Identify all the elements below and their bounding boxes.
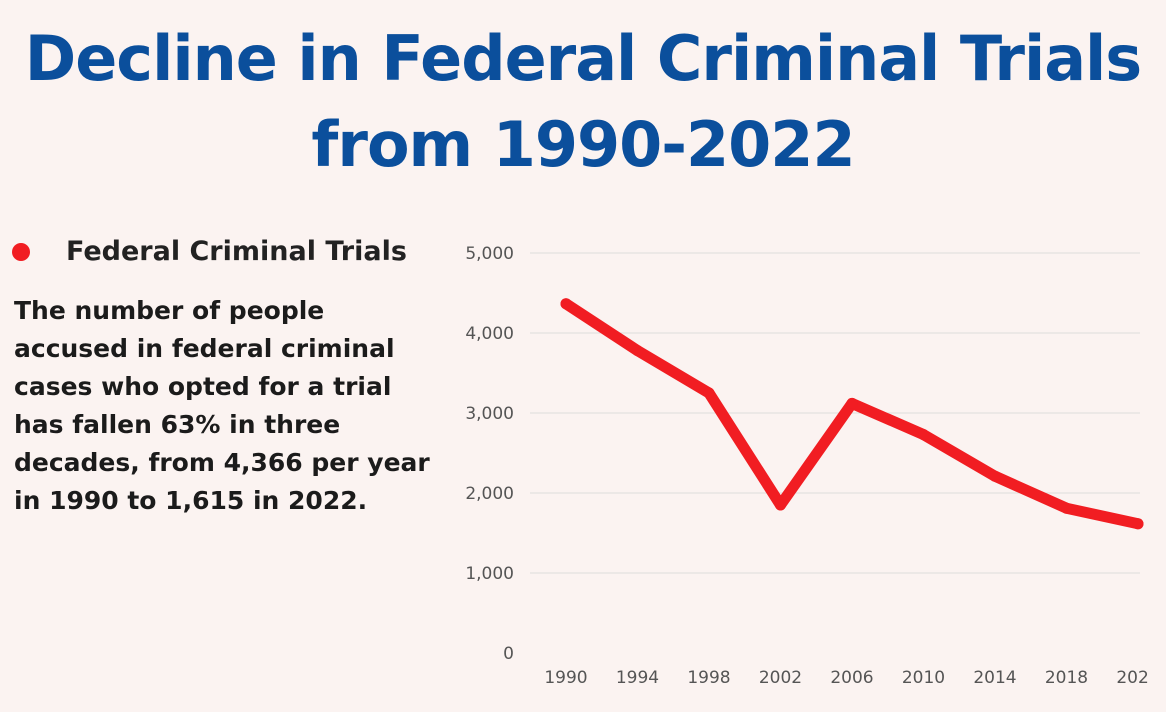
series-layer xyxy=(560,298,1144,530)
y-tick-label: 5,000 xyxy=(465,244,514,264)
y-tick-label: 2,000 xyxy=(465,484,514,504)
data-point xyxy=(989,470,1001,482)
x-tick-label: 2006 xyxy=(830,668,873,688)
y-tick-label: 4,000 xyxy=(465,324,514,344)
x-tick-label: 2002 xyxy=(759,668,802,688)
legend-label: Federal Criminal Trials xyxy=(66,236,407,267)
x-tick-label: 2018 xyxy=(1045,668,1088,688)
chart-legend: Federal Criminal Trials xyxy=(12,236,407,267)
y-tick-label: 0 xyxy=(503,644,514,664)
y-tick-label: 3,000 xyxy=(465,404,514,424)
x-axis-ticks: 1990 1994 1998 2002 2006 2010 2014 2018 2022 xyxy=(544,668,1150,688)
series-line xyxy=(560,298,1144,530)
chart-title-line-2: from 1990-2022 xyxy=(311,108,855,181)
x-tick-label: 1990 xyxy=(544,668,587,688)
grid-lines xyxy=(530,252,1140,574)
x-tick-label: 2014 xyxy=(973,668,1016,688)
data-point xyxy=(1061,502,1072,514)
y-axis-ticks: 0 1,000 2,000 3,000 4,000 5,000 xyxy=(465,244,514,664)
chart-title-line-1: Decline in Federal Criminal Trials xyxy=(24,22,1142,95)
y-tick-label: 1,000 xyxy=(465,564,514,584)
x-tick-label: 2022 xyxy=(1116,668,1150,688)
data-point xyxy=(560,298,572,310)
legend-marker xyxy=(12,242,30,261)
line-chart: 0 1,000 2,000 3,000 4,000 5,000 1990 1994 1998 2… xyxy=(465,244,1150,688)
chart-title: Decline in Federal Criminal Trials from … xyxy=(0,16,1166,188)
data-point xyxy=(846,397,858,409)
data-point xyxy=(703,387,715,399)
x-tick-label: 1994 xyxy=(616,668,659,688)
x-tick-label: 1998 xyxy=(687,668,730,688)
data-point xyxy=(918,429,929,441)
description-text: The number of people accused in federal … xyxy=(14,296,430,515)
data-point xyxy=(775,499,786,511)
data-point xyxy=(632,345,643,357)
x-tick-label: 2010 xyxy=(902,668,945,688)
data-point xyxy=(1132,518,1144,530)
